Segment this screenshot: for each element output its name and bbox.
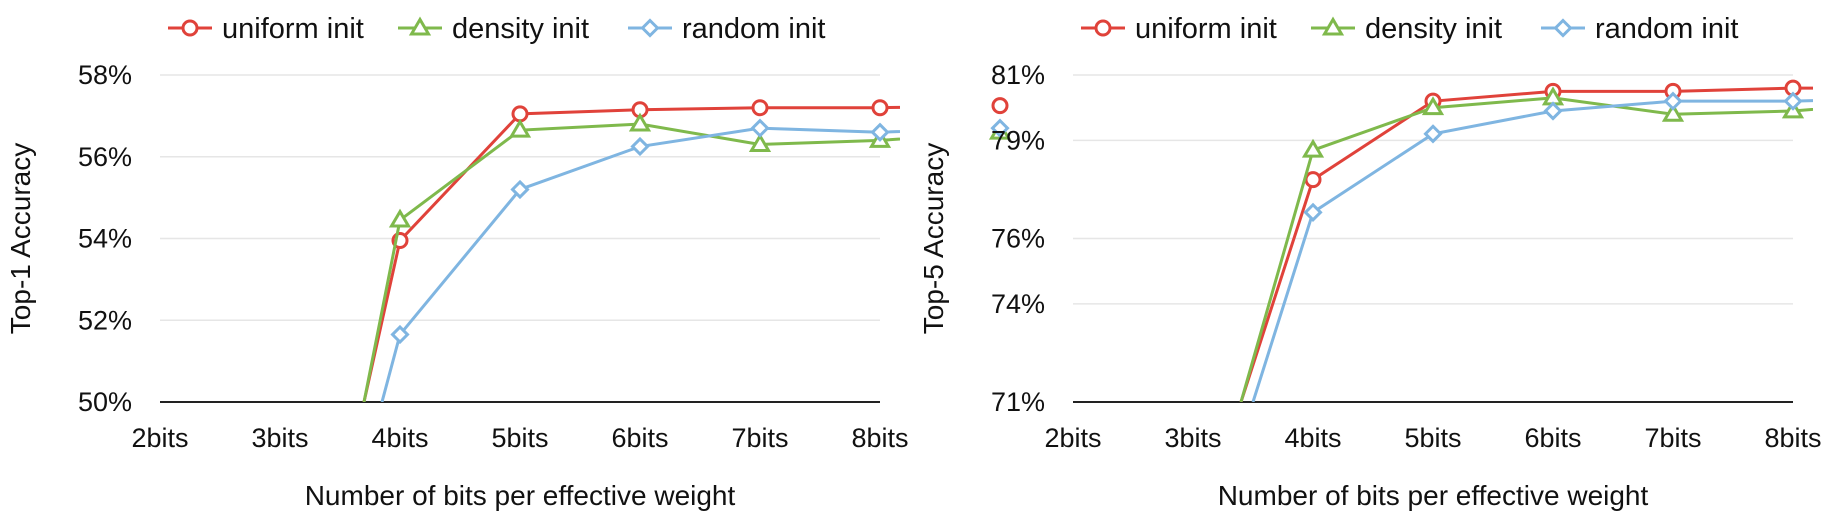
data-point-random bbox=[750, 118, 770, 138]
y-axis-label: Top-1 Accuracy bbox=[5, 143, 36, 334]
data-point-uniform bbox=[871, 99, 889, 117]
x-axis-label: Number of bits per effective weight bbox=[305, 480, 736, 511]
data-point-density bbox=[628, 112, 652, 132]
data-point-random bbox=[630, 136, 650, 157]
circle-icon bbox=[1094, 19, 1112, 37]
x-tick-labels: 2bits 3bits 4bits 5bits 6bits 7bits 8bits bbox=[131, 423, 908, 453]
data-point-random bbox=[990, 118, 1010, 138]
series-layer bbox=[1239, 79, 1813, 402]
series-line-uniform bbox=[1239, 86, 1813, 402]
y-axis-label: Top-5 Accuracy bbox=[918, 143, 949, 334]
legend-label: density init bbox=[452, 13, 589, 45]
x-tick-label: 5bits bbox=[491, 423, 548, 453]
y-tick-label: 71% bbox=[991, 387, 1045, 417]
gridlines bbox=[160, 74, 880, 403]
data-point-random bbox=[1303, 202, 1323, 222]
top1-accuracy-chart: 50% 52% 54% 56% 58% 2bits 3bits 4bits 5bits 6bit… bbox=[5, 13, 1012, 511]
data-point-uniform bbox=[1304, 171, 1322, 189]
series-line-random bbox=[1251, 99, 1813, 402]
triangle-icon bbox=[1321, 16, 1345, 36]
data-point-random bbox=[1663, 91, 1683, 111]
data-point-random bbox=[1783, 91, 1803, 111]
y-tick-label: 58% bbox=[78, 60, 132, 90]
y-tick-labels: 71% 74% 76% 79% 81% bbox=[991, 60, 1045, 417]
series-line-uniform bbox=[362, 105, 900, 402]
x-tick-label: 8bits bbox=[1764, 423, 1821, 453]
legend-label: random init bbox=[1595, 13, 1738, 45]
data-point-density bbox=[1661, 102, 1685, 122]
y-tick-label: 79% bbox=[991, 125, 1045, 155]
gridlines bbox=[1073, 74, 1793, 403]
x-axis-label: Number of bits per effective weight bbox=[1218, 480, 1649, 511]
series-line-random bbox=[380, 126, 900, 402]
y-tick-label: 74% bbox=[991, 289, 1045, 319]
diamond-icon bbox=[1553, 18, 1573, 38]
data-point-random bbox=[1543, 101, 1563, 121]
data-point-density bbox=[388, 208, 412, 228]
data-point-density bbox=[1421, 96, 1445, 116]
x-tick-label: 3bits bbox=[1164, 423, 1221, 453]
x-tick-label: 4bits bbox=[1284, 423, 1341, 453]
x-tick-label: 6bits bbox=[1524, 423, 1581, 453]
x-tick-label: 8bits bbox=[851, 423, 908, 453]
data-point-random bbox=[510, 179, 530, 200]
legend-label: density init bbox=[1365, 13, 1502, 45]
data-point-random bbox=[870, 122, 890, 142]
x-tick-label: 4bits bbox=[371, 423, 428, 453]
x-tick-label: 2bits bbox=[1044, 423, 1101, 453]
series-layer bbox=[362, 97, 1012, 402]
data-point-uniform bbox=[751, 99, 769, 117]
legend-label: random init bbox=[682, 13, 825, 45]
legend-label: uniform init bbox=[222, 13, 364, 45]
diamond-icon bbox=[640, 18, 660, 38]
x-tick-label: 7bits bbox=[1644, 423, 1701, 453]
y-tick-label: 52% bbox=[78, 305, 132, 335]
legend-label: uniform init bbox=[1135, 13, 1277, 45]
triangle-icon bbox=[408, 16, 432, 36]
circle-icon bbox=[181, 19, 199, 37]
data-point-uniform bbox=[991, 97, 1009, 115]
legend: uniform init density init random init bbox=[168, 13, 825, 45]
legend: uniform init density init random init bbox=[1081, 13, 1738, 45]
y-tick-label: 76% bbox=[991, 224, 1045, 254]
data-point-random bbox=[390, 324, 410, 345]
data-point-density bbox=[748, 133, 772, 152]
x-tick-labels: 2bits 3bits 4bits 5bits 6bits 7bits 8bits bbox=[1044, 423, 1821, 453]
series-line-density bbox=[1239, 96, 1813, 402]
y-tick-label: 54% bbox=[78, 224, 132, 254]
y-tick-label: 56% bbox=[78, 142, 132, 172]
x-tick-label: 6bits bbox=[611, 423, 668, 453]
x-tick-label: 2bits bbox=[131, 423, 188, 453]
x-tick-label: 5bits bbox=[1404, 423, 1461, 453]
y-tick-labels: 50% 52% 54% 56% 58% bbox=[78, 60, 132, 417]
y-tick-label: 50% bbox=[78, 387, 132, 417]
x-tick-label: 7bits bbox=[731, 423, 788, 453]
data-point-density bbox=[508, 118, 532, 138]
top5-accuracy-chart: 71% 74% 76% 79% 81% 2bits 3bits 4bits 5bits 6bit… bbox=[918, 13, 1822, 511]
data-point-density bbox=[1301, 138, 1325, 158]
x-tick-label: 3bits bbox=[251, 423, 308, 453]
data-point-random bbox=[1423, 124, 1443, 144]
y-tick-label: 81% bbox=[991, 60, 1045, 90]
